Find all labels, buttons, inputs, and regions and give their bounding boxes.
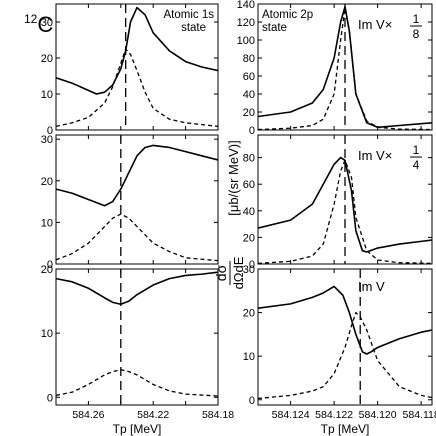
y-tick-label: 140 xyxy=(237,0,255,11)
axes-frame xyxy=(257,268,433,406)
nucleus-symbol: C xyxy=(37,12,53,37)
panel-right-middle: 0 20 40 60 80 Im V× 14 xyxy=(243,134,433,271)
x-tick-label: 584.118 xyxy=(403,409,436,421)
y-tick-label: 30 xyxy=(41,17,53,29)
y-tick-label: 120 xyxy=(237,17,255,29)
y-tick-label: 80 xyxy=(243,53,255,65)
panel-right-bottom: 0 10 20 30 584.124 584.122 584.120 584.118 Im V T… xyxy=(243,264,436,436)
dashed-curve xyxy=(258,7,432,130)
y-tick-label: 20 xyxy=(41,264,53,276)
x-tick-label: 584.18 xyxy=(202,409,234,421)
y-tick-label: 0 xyxy=(249,259,255,271)
scale-fraction-numerator: 1 xyxy=(413,143,420,157)
y-tick-label: 80 xyxy=(243,153,255,165)
y-tick-label: 60 xyxy=(243,71,255,83)
y-tick-label: 30 xyxy=(41,134,53,146)
dashed-curve xyxy=(258,311,432,400)
y-tick-label: 20 xyxy=(41,176,53,188)
y-tick-label: 10 xyxy=(41,217,53,229)
y-tick-label: 20 xyxy=(243,232,255,244)
y-tick-label: 0 xyxy=(47,259,53,271)
panel-annotation: state xyxy=(181,22,206,34)
x-tick-label: 584.122 xyxy=(315,409,353,421)
y-tick-label: 60 xyxy=(243,179,255,191)
y-label-denominator: dΩdE xyxy=(231,256,246,289)
axes-frame xyxy=(55,134,219,265)
y-tick-label: 20 xyxy=(243,308,255,320)
y-label-unit: [μb/(sr MeV)] xyxy=(226,140,241,215)
y-tick-label: 20 xyxy=(41,53,53,65)
dashed-curve xyxy=(56,369,218,397)
x-axis-label: Tp [MeV] xyxy=(113,422,162,436)
y-tick-label: 40 xyxy=(243,89,255,101)
nucleus-mass: 12 xyxy=(24,12,38,26)
panel-left-bottom: 0 10 20 584.26 584.22 584.18 Tp [MeV] xyxy=(41,264,234,436)
scale-fraction-denominator: 4 xyxy=(413,158,420,172)
solid-curve xyxy=(56,6,218,95)
x-tick-label: 584.22 xyxy=(137,409,169,421)
y-label-numerator: dσ xyxy=(213,264,229,281)
solid-curve xyxy=(258,156,432,253)
y-tick-label: 10 xyxy=(41,89,53,101)
solid-curve xyxy=(56,144,218,207)
y-tick-label: 100 xyxy=(237,35,255,47)
x-tick-label: 584.26 xyxy=(72,409,104,421)
y-tick-label: 0 xyxy=(249,395,255,407)
scale-fraction-numerator: 1 xyxy=(413,12,420,26)
y-tick-label: 0 xyxy=(47,392,53,404)
panel-annotation: state xyxy=(262,22,287,34)
axes-frame xyxy=(55,3,219,131)
axes-frame xyxy=(55,268,219,406)
dashed-curve xyxy=(258,159,432,264)
y-tick-label: 30 xyxy=(243,264,255,276)
scale-fraction-denominator: 8 xyxy=(413,27,420,41)
dashed-curve xyxy=(56,48,218,128)
y-tick-label: 10 xyxy=(243,351,255,363)
panel-annotation: Atomic 1s xyxy=(164,9,215,21)
x-tick-label: 584.120 xyxy=(359,409,397,421)
nucleus-label: 12C xyxy=(24,12,53,37)
panel-annotation: Atomic 2p xyxy=(262,9,313,21)
y-tick-label: 0 xyxy=(249,125,255,137)
y-tick-label: 10 xyxy=(41,328,53,340)
y-axis-label: dσ dΩdE xyxy=(213,256,246,289)
scale-label: Im V× xyxy=(358,148,392,163)
solid-curve xyxy=(258,285,432,355)
x-axis-label: Tp [MeV] xyxy=(321,422,370,436)
scale-label: Im V xyxy=(358,279,385,294)
panel-left-middle: 0 10 20 30 xyxy=(41,134,219,271)
solid-curve xyxy=(56,271,218,306)
x-tick-label: 584.124 xyxy=(272,409,310,421)
y-tick-label: 0 xyxy=(47,125,53,137)
y-tick-label: 40 xyxy=(243,206,255,218)
scale-label: Im V× xyxy=(358,17,392,32)
y-tick-label: 20 xyxy=(243,107,255,119)
dashed-curve xyxy=(56,213,218,262)
